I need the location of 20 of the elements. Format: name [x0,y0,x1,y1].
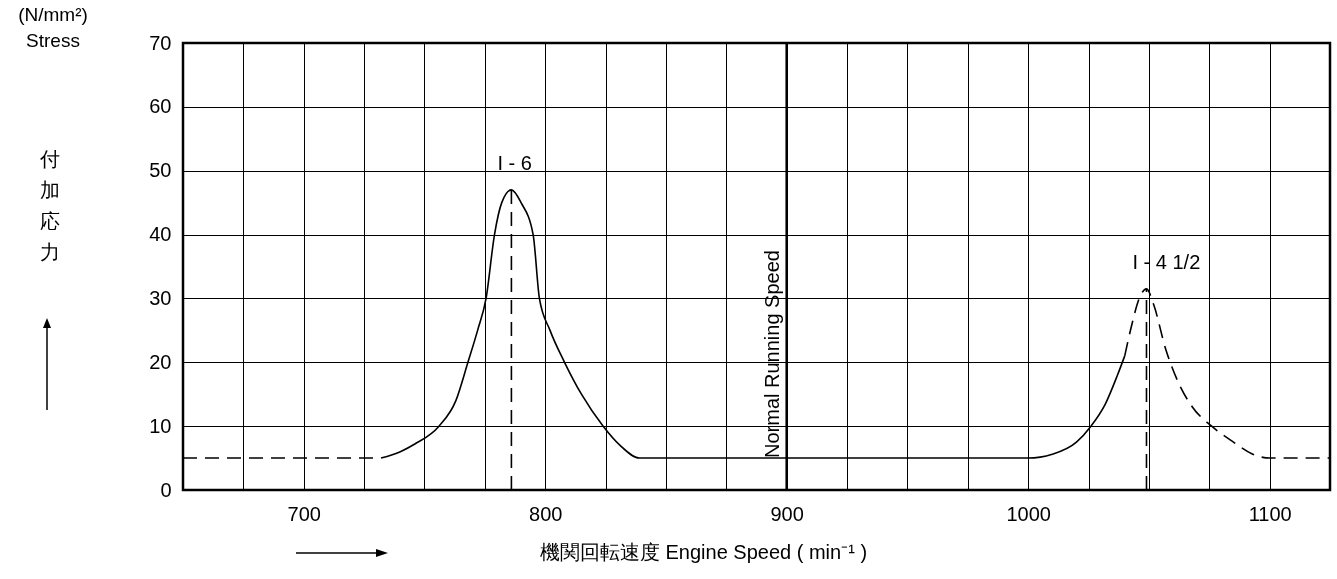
x-tick-label: 1100 [1248,502,1292,525]
text: (N/mm²) [18,4,88,25]
ref-line-label: Normal Running Speed [760,250,783,458]
y-tick-label: 30 [149,286,172,309]
x-tick-label: 700 [287,502,321,525]
x-tick-label: 900 [770,502,804,525]
y-tick-label: 70 [149,31,172,54]
y-tick-label: 60 [149,95,172,118]
y-tick-label: 20 [149,350,172,373]
x-tick-label: 800 [529,502,563,525]
annotation: I - 6 [497,151,532,174]
x-axis-title: 機関回転速度 Engine Speed ( min⁻¹ ) [539,540,868,563]
annotation: I - 4 1/2 [1132,250,1201,273]
text: Stress [26,30,80,51]
y-tick-label: 40 [149,223,172,246]
y-tick-label: 10 [149,414,172,437]
y-tick-label: 50 [149,159,172,182]
x-tick-label: 1000 [1006,502,1051,525]
y-axis-title: 付加応力 [39,148,60,263]
y-tick-label: 0 [160,478,172,501]
